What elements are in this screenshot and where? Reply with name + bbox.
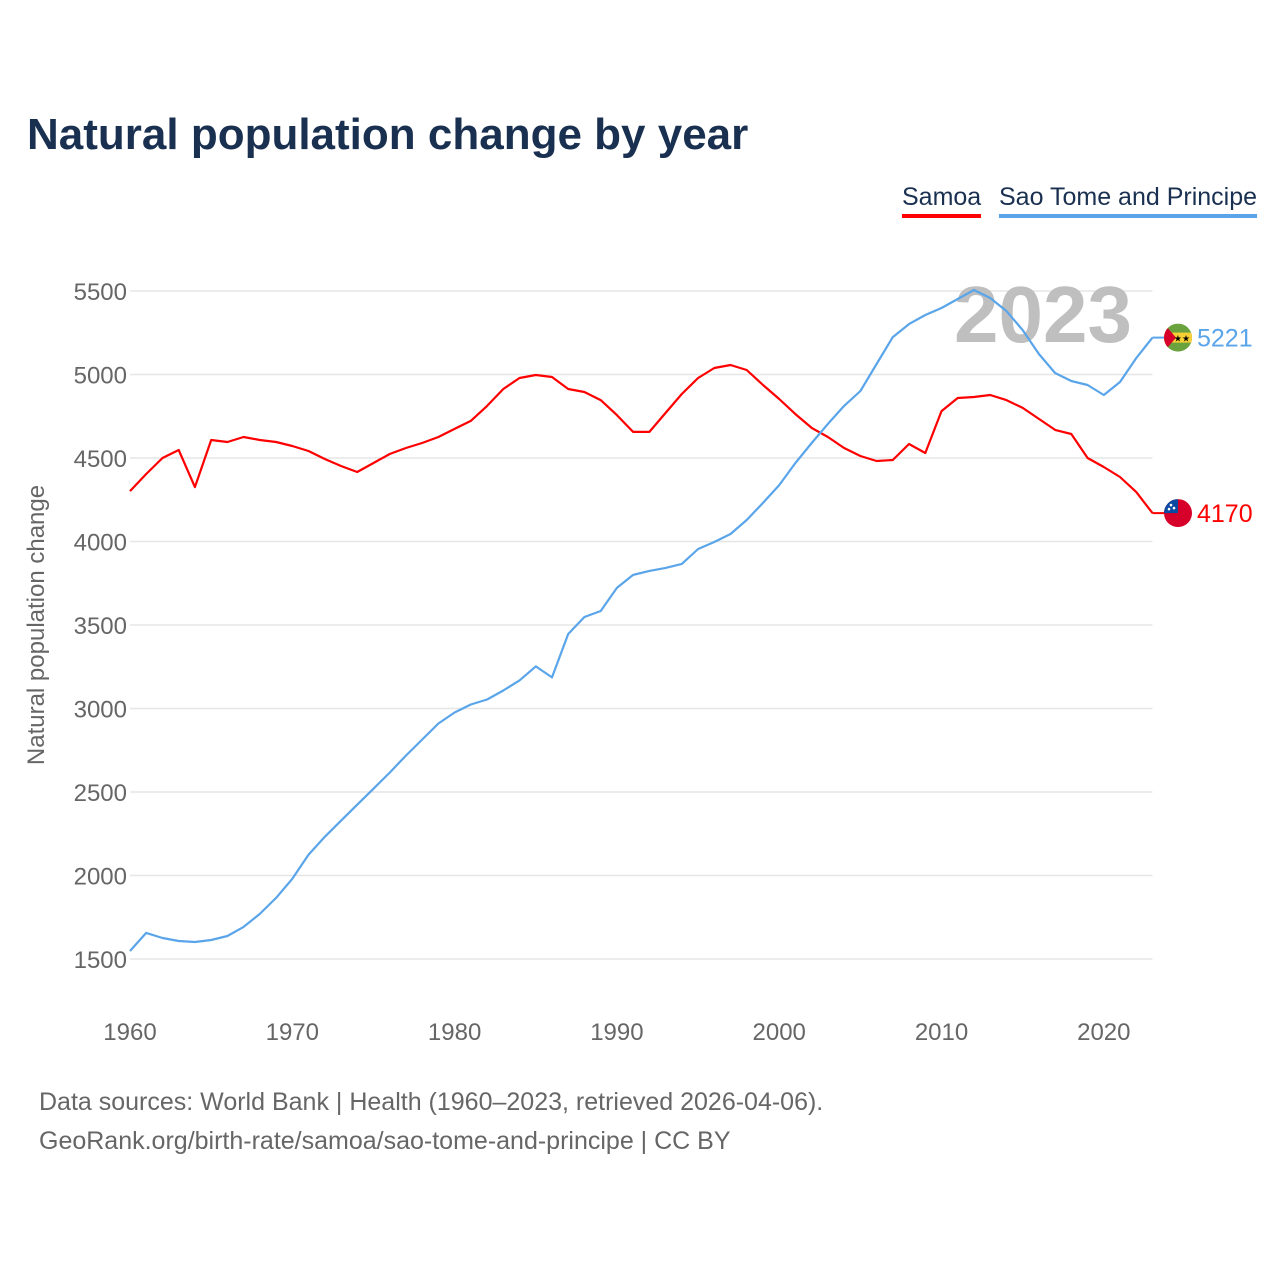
x-tick-label: 2020 bbox=[1077, 1019, 1130, 1046]
x-tick-label: 1960 bbox=[103, 1019, 156, 1046]
x-tick-label: 1970 bbox=[266, 1019, 319, 1046]
series-line-0 bbox=[129, 363, 1154, 514]
end-value-label: 5221 bbox=[1197, 325, 1253, 353]
y-tick-label: 5500 bbox=[74, 279, 127, 306]
y-tick-label: 4500 bbox=[74, 446, 127, 473]
y-tick-label: 1500 bbox=[74, 947, 127, 974]
x-tick-label: 2010 bbox=[915, 1019, 968, 1046]
y-tick-label: 2500 bbox=[74, 780, 127, 807]
source-line-1: Data sources: World Bank | Health (1960–… bbox=[39, 1088, 824, 1116]
legend-samoa[interactable]: Samoa bbox=[902, 183, 982, 218]
y-axis-label: Natural population change bbox=[23, 485, 50, 765]
y-tick-label: 3500 bbox=[74, 613, 127, 640]
chart-title: Natural population change by year bbox=[27, 110, 749, 159]
samoa-flag-icon bbox=[1164, 499, 1192, 528]
sao-tome-flag-icon: ★★ bbox=[1164, 323, 1192, 352]
legend-sao-tome-and-principe[interactable]: Sao Tome and Principe bbox=[999, 183, 1258, 218]
x-tick-label: 1990 bbox=[590, 1019, 643, 1046]
end-value-label: 4170 bbox=[1197, 500, 1253, 528]
series-line-1 bbox=[129, 288, 1154, 952]
x-tick-label: 1980 bbox=[428, 1019, 481, 1046]
year-label: 2023 bbox=[954, 270, 1132, 359]
y-tick-label: 3000 bbox=[74, 697, 127, 724]
y-tick-label: 5000 bbox=[74, 363, 127, 390]
source-line-2[interactable]: GeoRank.org/birth-rate/samoa/sao-tome-an… bbox=[39, 1127, 731, 1155]
y-tick-label: 2000 bbox=[74, 864, 127, 891]
svg-text:★★: ★★ bbox=[1174, 334, 1190, 344]
x-tick-label: 2000 bbox=[753, 1019, 806, 1046]
y-tick-label: 4000 bbox=[74, 530, 127, 557]
